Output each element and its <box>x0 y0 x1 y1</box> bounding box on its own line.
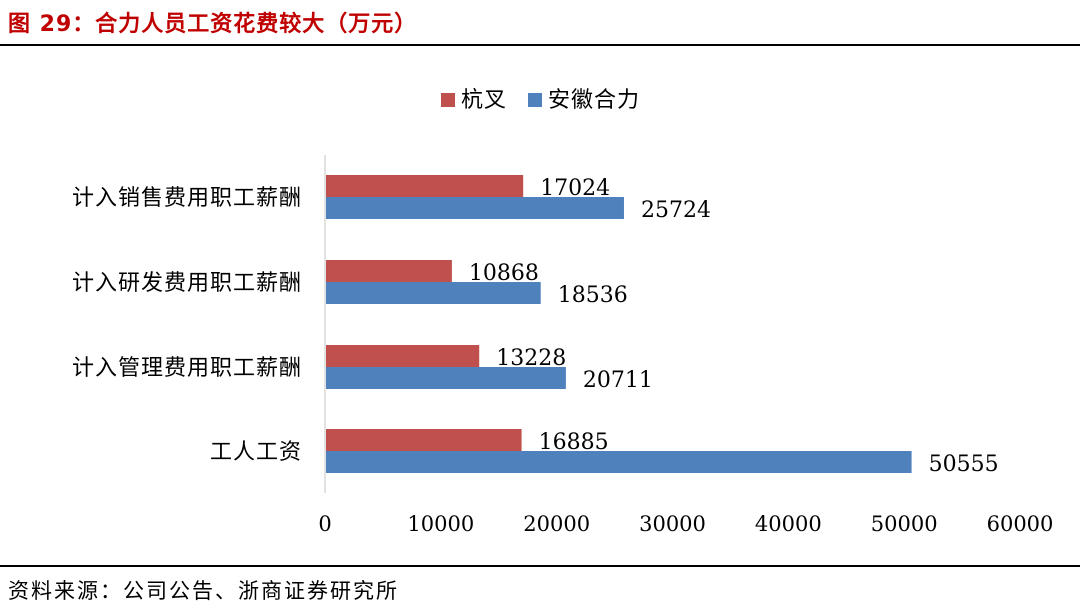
legend-swatch <box>528 93 542 107</box>
category-label: 工人工资 <box>210 440 302 465</box>
data-label: 18536 <box>558 283 628 308</box>
category-label: 计入管理费用职工薪酬 <box>72 356 302 381</box>
x-tick-label: 30000 <box>639 512 706 536</box>
legend-swatch <box>441 93 455 107</box>
data-label: 20711 <box>583 368 653 393</box>
x-tick-label: 60000 <box>987 512 1054 536</box>
legend-label: 杭叉 <box>461 88 507 113</box>
data-label: 25724 <box>641 198 711 223</box>
data-label: 17024 <box>540 176 610 201</box>
source-note: 资料来源：公司公告、浙商证券研究所 <box>8 579 399 603</box>
x-tick-label: 40000 <box>755 512 822 536</box>
category-label: 计入销售费用职工薪酬 <box>72 186 302 211</box>
category-label: 计入研发费用职工薪酬 <box>72 271 302 296</box>
bar-hangcha <box>326 260 452 282</box>
bar-hangcha <box>326 175 524 197</box>
data-label: 50555 <box>929 452 999 477</box>
top-rule <box>0 44 1080 46</box>
legend-label: 安徽合力 <box>548 88 640 113</box>
bar-anhui-heli <box>326 451 912 473</box>
data-label: 13228 <box>496 346 566 371</box>
bar-hangcha <box>326 429 522 451</box>
data-label: 10868 <box>469 261 539 286</box>
bar-anhui-heli <box>326 367 566 389</box>
bar-anhui-heli <box>326 282 541 304</box>
bar-anhui-heli <box>326 197 624 219</box>
x-tick-label: 0 <box>318 512 331 536</box>
x-tick-label: 20000 <box>523 512 590 536</box>
x-tick-label: 50000 <box>871 512 938 536</box>
x-tick-label: 10000 <box>407 512 474 536</box>
figure-title: 图 29：合力人员工资花费较大（万元） <box>8 12 418 37</box>
bar-hangcha <box>326 345 480 367</box>
data-label: 16885 <box>539 430 609 455</box>
bottom-rule <box>0 565 1080 567</box>
